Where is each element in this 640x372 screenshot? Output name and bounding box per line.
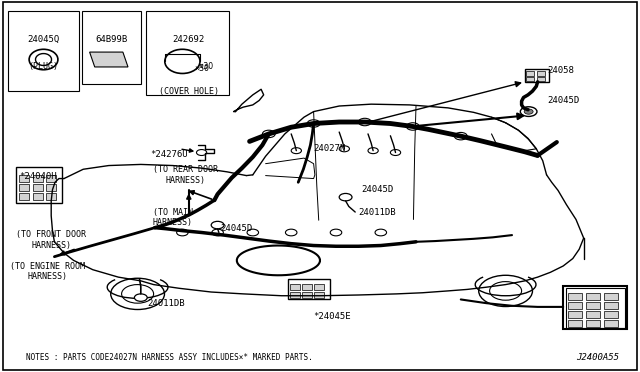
- Bar: [568, 302, 582, 309]
- Bar: [586, 311, 600, 318]
- Bar: [568, 320, 582, 327]
- Bar: [19, 175, 29, 182]
- Circle shape: [211, 221, 224, 229]
- Text: (TO MAIN
HARNESS): (TO MAIN HARNESS): [153, 208, 193, 227]
- Text: 24045D: 24045D: [221, 224, 253, 233]
- Bar: [563, 286, 627, 329]
- Bar: [537, 77, 545, 81]
- Text: 24045Q: 24045Q: [28, 35, 60, 44]
- Bar: [525, 69, 549, 82]
- Bar: [302, 284, 312, 290]
- Circle shape: [247, 229, 259, 236]
- Text: *24040H: *24040H: [19, 172, 57, 181]
- Circle shape: [177, 229, 188, 236]
- Text: ×30: ×30: [198, 62, 214, 71]
- Text: ×30: ×30: [194, 64, 209, 73]
- Circle shape: [134, 294, 147, 301]
- Text: J2400A55: J2400A55: [577, 353, 620, 362]
- Bar: [568, 311, 582, 318]
- Circle shape: [358, 118, 371, 126]
- Bar: [566, 288, 625, 328]
- Bar: [82, 11, 141, 84]
- Text: (TO REAR DOOR
HARNESS): (TO REAR DOOR HARNESS): [153, 165, 218, 185]
- Text: 242692: 242692: [173, 35, 205, 44]
- Text: (COVER HOLE): (COVER HOLE): [159, 87, 219, 96]
- Bar: [302, 292, 312, 298]
- Bar: [290, 292, 300, 298]
- Bar: [526, 71, 534, 76]
- Circle shape: [262, 130, 275, 138]
- Circle shape: [368, 148, 378, 154]
- Bar: [290, 284, 300, 290]
- Text: 24011DB: 24011DB: [147, 299, 185, 308]
- Circle shape: [339, 193, 352, 201]
- Circle shape: [285, 229, 297, 236]
- Bar: [604, 302, 618, 309]
- Bar: [46, 184, 56, 191]
- Circle shape: [291, 148, 301, 154]
- Bar: [288, 279, 330, 299]
- Bar: [604, 311, 618, 318]
- Text: *24045E: *24045E: [314, 312, 351, 321]
- Bar: [568, 293, 582, 300]
- Circle shape: [339, 146, 349, 152]
- Text: 24045D: 24045D: [362, 185, 394, 194]
- Bar: [33, 193, 43, 200]
- Bar: [19, 184, 29, 191]
- Bar: [604, 293, 618, 300]
- Bar: [314, 284, 324, 290]
- Text: 64B99B: 64B99B: [96, 35, 128, 44]
- Bar: [16, 167, 62, 203]
- Bar: [46, 175, 56, 182]
- Text: (TO ENGINE ROOM
HARNESS): (TO ENGINE ROOM HARNESS): [10, 262, 86, 281]
- Text: NOTES : PARTS CODE24027N HARNESS ASSY INCLUDES×* MARKED PARTS.: NOTES : PARTS CODE24027N HARNESS ASSY IN…: [26, 353, 312, 362]
- Bar: [586, 302, 600, 309]
- Circle shape: [212, 229, 223, 236]
- Text: (PLUG): (PLUG): [29, 62, 58, 71]
- Text: *24276U: *24276U: [150, 150, 188, 159]
- Text: 24011DB: 24011DB: [358, 208, 396, 217]
- Polygon shape: [90, 52, 128, 67]
- Bar: [537, 71, 545, 76]
- Bar: [33, 184, 43, 191]
- Circle shape: [520, 107, 537, 116]
- Bar: [19, 193, 29, 200]
- Circle shape: [524, 109, 533, 114]
- Text: 24027N: 24027N: [314, 144, 346, 153]
- Circle shape: [390, 150, 401, 155]
- Bar: [604, 320, 618, 327]
- Bar: [526, 77, 534, 81]
- Circle shape: [454, 132, 467, 140]
- Bar: [33, 175, 43, 182]
- Circle shape: [406, 123, 419, 130]
- Text: (TO FRONT DOOR
HARNESS): (TO FRONT DOOR HARNESS): [16, 230, 86, 250]
- Circle shape: [375, 229, 387, 236]
- Circle shape: [196, 150, 207, 155]
- Bar: [46, 193, 56, 200]
- Circle shape: [330, 229, 342, 236]
- Text: 24058: 24058: [547, 66, 574, 75]
- Bar: [586, 320, 600, 327]
- Text: 24045D: 24045D: [547, 96, 579, 105]
- Circle shape: [307, 120, 320, 127]
- Bar: [8, 11, 79, 91]
- Bar: [146, 11, 229, 95]
- Bar: [314, 292, 324, 298]
- Bar: [586, 293, 600, 300]
